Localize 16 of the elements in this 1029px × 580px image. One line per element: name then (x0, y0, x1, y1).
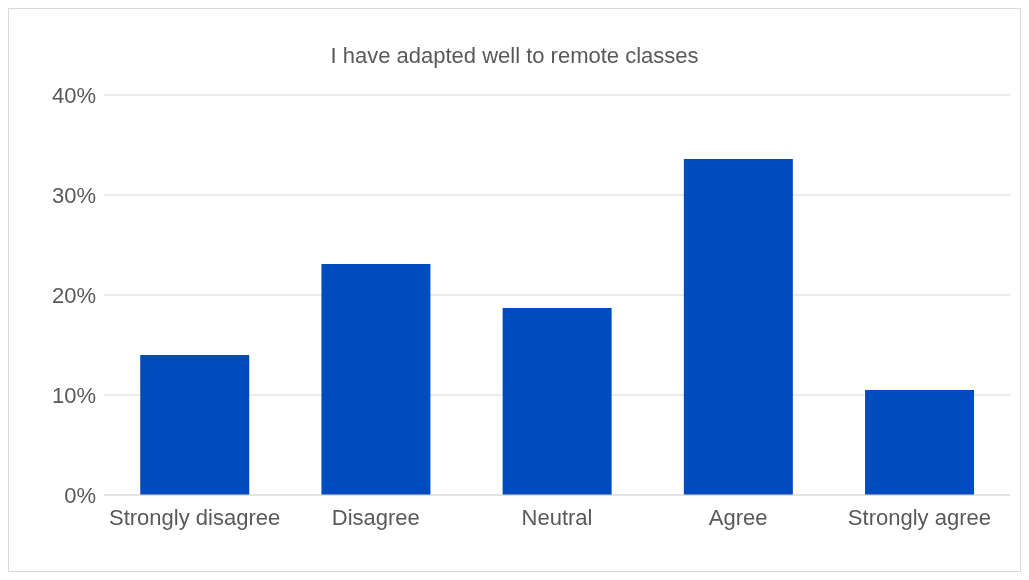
bar (683, 159, 793, 495)
bar (321, 264, 431, 495)
x-tick-label: Strongly agree (847, 504, 991, 530)
bar (140, 355, 250, 495)
chart-title: I have adapted well to remote classes (329, 43, 700, 69)
x-tick-label: Strongly disagree (108, 504, 281, 530)
x-tick-label: Disagree (331, 504, 420, 530)
y-tick-label: 40% (51, 82, 96, 108)
bar (502, 308, 612, 495)
y-tick-label: 30% (51, 182, 96, 208)
x-tick-label: Neutral (521, 504, 593, 530)
y-tick-label: 10% (51, 382, 96, 408)
bar (865, 390, 975, 495)
y-tick-label: 20% (51, 282, 96, 308)
y-tick-label: 0% (64, 482, 96, 508)
x-tick-label: Agree (708, 504, 768, 530)
